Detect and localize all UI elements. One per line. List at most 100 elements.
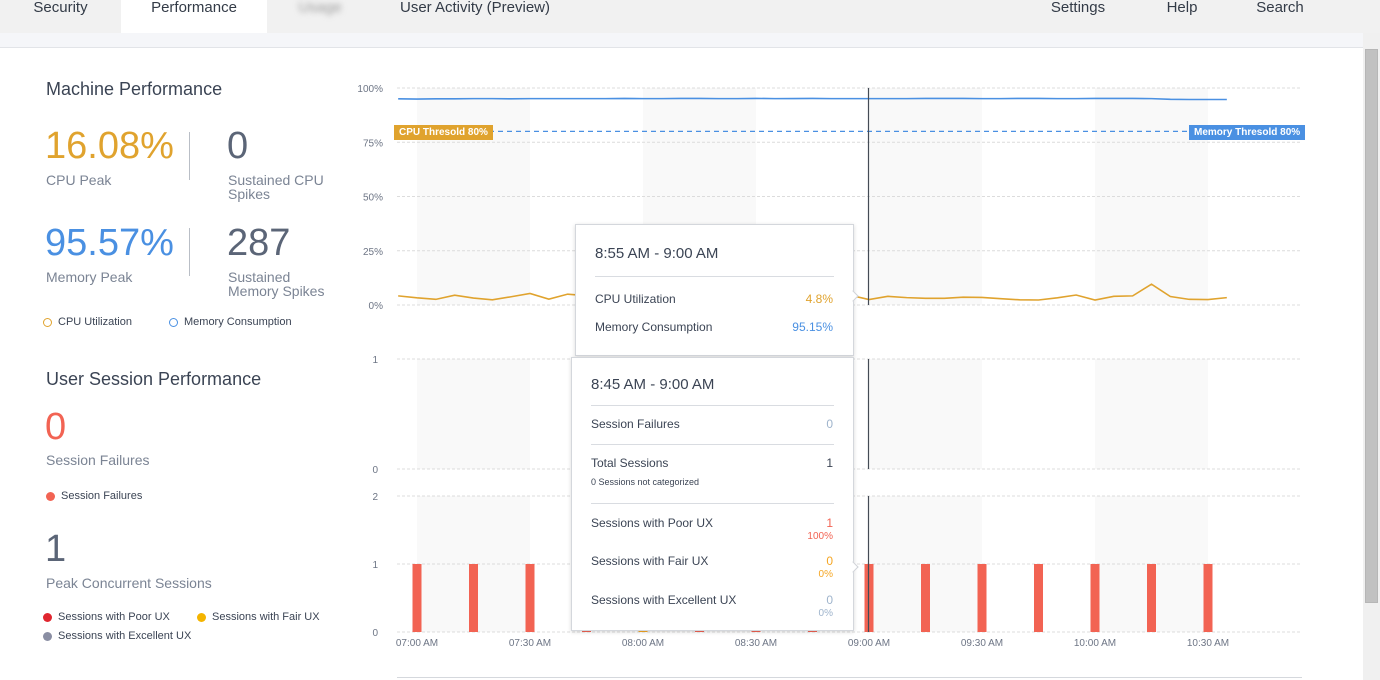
help-link[interactable]: Help [1155,0,1209,33]
peak-concurrent-sessions-label: Peak Concurrent Sessions [46,575,212,591]
tooltip-cpu-value: 4.8% [805,292,833,306]
tooltip-excellent-pct: 0% [818,608,833,619]
tooltip-memory-value: 95.15% [792,320,833,334]
x-tick-label: 08:30 AM [735,638,777,649]
tab-security[interactable]: Security [0,0,121,33]
sustained-memory-spikes-value: 287 [227,222,291,264]
machine-performance-title: Machine Performance [46,79,223,99]
tooltip-poor-value: 1 [826,516,833,530]
legend-poor-ux[interactable]: Sessions with Poor UX [43,611,170,623]
legend-label: CPU Utilization [58,316,132,328]
ring-icon [169,317,178,327]
peak-concurrent-sessions-value: 1 [45,528,67,570]
session-failures-label: Session Failures [46,452,150,468]
dot-icon [43,631,52,641]
scrollbar-thumb[interactable] [1365,49,1378,603]
legend-session-failures[interactable]: Session Failures [46,490,142,502]
y-tick-label: 25% [363,247,383,258]
legend-label: Sessions with Excellent UX [58,630,192,642]
tab-performance[interactable]: Performance [121,0,267,33]
tab-label: Performance [151,0,237,16]
top-nav: Security Performance Usage User Activity… [0,0,1380,33]
legend-fair-ux[interactable]: Sessions with Fair UX [197,611,320,623]
legend-label: Sessions with Poor UX [58,611,170,623]
legend-label: Sessions with Fair UX [212,611,320,623]
tooltip-divider [591,503,834,504]
time-range-navigator[interactable] [397,677,1302,680]
memory-consumption-line [398,97,1227,101]
memory-threshold-tag: Memory Thresold 80% [1189,125,1306,140]
bar-sessions-with-poor-ux [1090,564,1100,632]
tab-label: Security [33,0,88,16]
session-failures-value: 0 [45,406,67,448]
x-tick-label: 07:30 AM [509,638,551,649]
shaded-band [417,359,530,469]
shaded-band [1095,359,1208,469]
legend-label: Session Failures [61,490,143,502]
machine-tooltip: 8:55 AM - 9:00 AM CPU Utilization 4.8% M… [575,224,854,356]
bar-sessions-with-poor-ux [412,564,422,632]
dot-icon [43,612,52,622]
bar-sessions-with-poor-ux [1203,564,1213,632]
y-tick-label: 100% [357,84,383,95]
y-tick-label: 2 [372,492,378,503]
tab-usage[interactable]: Usage [290,0,350,33]
y-tick-label: 1 [372,560,378,571]
search-link[interactable]: Search [1248,0,1312,33]
memory-peak-value: 95.57% [45,224,174,262]
sustained-memory-spikes-label: Sustained Memory Spikes [228,269,325,299]
tooltip-failures-value: 0 [826,417,833,431]
shaded-band [869,88,982,305]
tooltip-memory-label: Memory Consumption [595,320,713,334]
legend-excellent-ux[interactable]: Sessions with Excellent UX [43,630,191,642]
tooltip-fair-value: 0 [826,554,833,568]
tooltip-divider [591,405,834,406]
tooltip-total-label: Total Sessions [591,456,669,470]
bar-sessions-with-poor-ux [525,564,535,632]
settings-link[interactable]: Settings [1040,0,1116,33]
y-tick-label: 0% [369,301,384,312]
tooltip-divider [591,444,834,445]
link-label: Settings [1050,0,1106,16]
x-tick-label: 07:00 AM [396,638,438,649]
tab-label: Usage [298,0,342,16]
tooltip-total-value: 1 [826,456,833,470]
tab-user-activity[interactable]: User Activity (Preview) [385,0,565,33]
tooltip-divider [595,276,834,277]
dot-icon [46,491,55,501]
tooltip-fair-label: Sessions with Fair UX [591,554,709,568]
tooltip-excellent-label: Sessions with Excellent UX [591,593,737,607]
kpi-divider [189,132,190,180]
shaded-band [869,359,982,469]
bar-sessions-with-poor-ux [921,564,930,632]
y-tick-label: 75% [363,138,383,149]
cpu-threshold-tag: CPU Thresold 80% [394,125,493,140]
tooltip-fair-pct: 0% [818,569,833,580]
tooltip-excellent-value: 0 [826,593,833,607]
legend-cpu-utilization[interactable]: CPU Utilization [43,316,132,328]
y-tick-label: 1 [372,355,378,366]
dot-icon [197,612,206,622]
bar-sessions-with-poor-ux [977,564,987,632]
cpu-peak-label: CPU Peak [46,172,112,188]
user-session-performance-title: User Session Performance [46,369,262,389]
x-tick-label: 10:30 AM [1187,638,1229,649]
session-tooltip: 8:45 AM - 9:00 AM Session Failures 0 Tot… [571,357,854,631]
legend-label: Memory Consumption [184,316,292,328]
link-label: Search [1256,0,1304,16]
x-tick-label: 10:00 AM [1074,638,1116,649]
tooltip-time-range: 8:55 AM - 9:00 AM [595,245,719,262]
bar-sessions-with-poor-ux [1034,564,1043,632]
y-tick-label: 0 [372,465,378,476]
bar-sessions-with-poor-ux [469,564,478,632]
tooltip-cpu-label: CPU Utilization [595,292,676,306]
tooltip-poor-pct: 100% [807,531,833,542]
memory-peak-label: Memory Peak [46,269,133,285]
tooltip-uncategorized-note: 0 Sessions not categorized [591,477,700,487]
bar-sessions-with-poor-ux [1147,564,1156,632]
kpi-divider [189,228,190,276]
x-tick-label: 09:00 AM [848,638,890,649]
tooltip-failures-label: Session Failures [591,417,680,431]
legend-memory-consumption[interactable]: Memory Consumption [169,316,292,328]
sustained-cpu-spikes-label: Sustained CPU Spikes [228,172,324,202]
